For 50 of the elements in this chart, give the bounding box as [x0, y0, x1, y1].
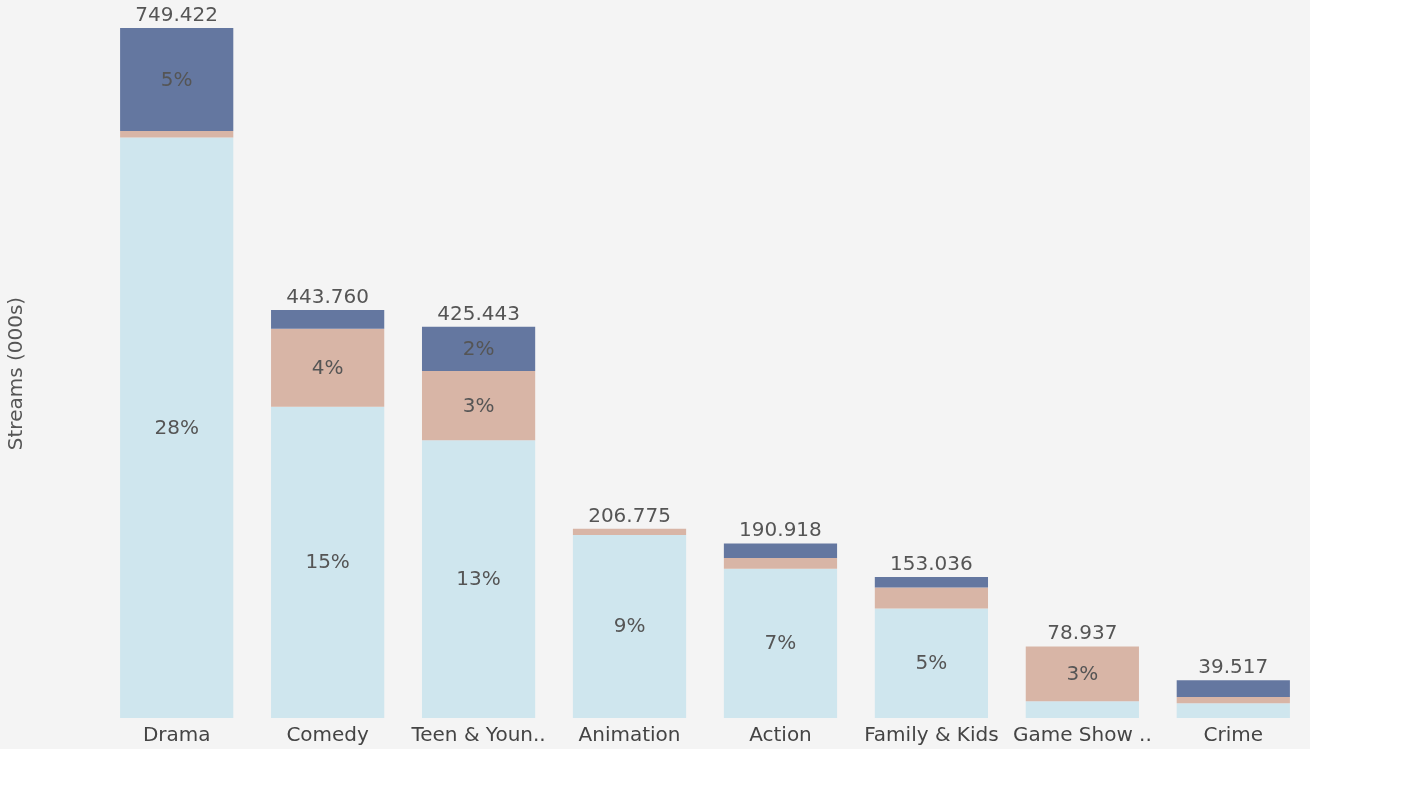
data-label: 3%	[462, 392, 495, 417]
x-tick-label: Teen & Youn..	[410, 721, 546, 746]
annotation: 78.937	[1047, 620, 1118, 645]
data-label: 7%	[764, 630, 797, 655]
annotation: 749.422	[135, 2, 219, 26]
bar	[271, 406, 385, 718]
y-axis-title: Streams (000s)	[2, 296, 27, 451]
annotation: 206.775	[588, 502, 671, 527]
x-tick-label: Game Show ..	[1012, 721, 1152, 746]
bar	[723, 568, 838, 718]
bar	[1176, 680, 1290, 697]
bar	[1176, 696, 1290, 704]
x-tick-label: Comedy	[286, 721, 370, 746]
annotation: 443.760	[286, 283, 369, 308]
data-label: 4%	[311, 354, 344, 379]
x-tick-label: Action	[749, 721, 812, 746]
data-label: 13%	[456, 566, 501, 591]
bar	[1025, 646, 1139, 702]
bar	[120, 137, 234, 718]
data-label: 2%	[462, 335, 495, 360]
bar	[572, 534, 687, 718]
bar	[572, 528, 687, 535]
annotation: 153.036	[890, 551, 973, 576]
data-label: 5%	[160, 66, 193, 91]
bar	[421, 370, 536, 441]
bar	[723, 558, 838, 569]
bar	[723, 543, 838, 559]
bar	[874, 608, 989, 718]
annotation: 425.443	[437, 300, 520, 325]
bar	[421, 440, 536, 718]
bar	[874, 577, 989, 588]
bar	[874, 587, 989, 609]
data-label: 15%	[305, 549, 350, 574]
annotation: 39.517	[1198, 654, 1269, 679]
bar	[271, 328, 385, 407]
x-tick-label: Animation	[578, 721, 681, 746]
data-label: 5%	[915, 650, 948, 675]
data-label: 28%	[154, 414, 199, 439]
bar	[120, 28, 234, 132]
bar	[1176, 703, 1290, 718]
data-label: 3%	[1066, 660, 1099, 685]
x-tick-label: Family & Kids	[864, 721, 999, 746]
annotation: 190.918	[739, 517, 822, 542]
bar	[1025, 701, 1139, 718]
bar	[271, 309, 385, 329]
x-tick-label: Crime	[1203, 721, 1264, 746]
bar	[421, 326, 536, 371]
data-label: 9%	[613, 613, 646, 638]
x-tick-label: Drama	[142, 721, 211, 746]
bar	[120, 131, 234, 138]
